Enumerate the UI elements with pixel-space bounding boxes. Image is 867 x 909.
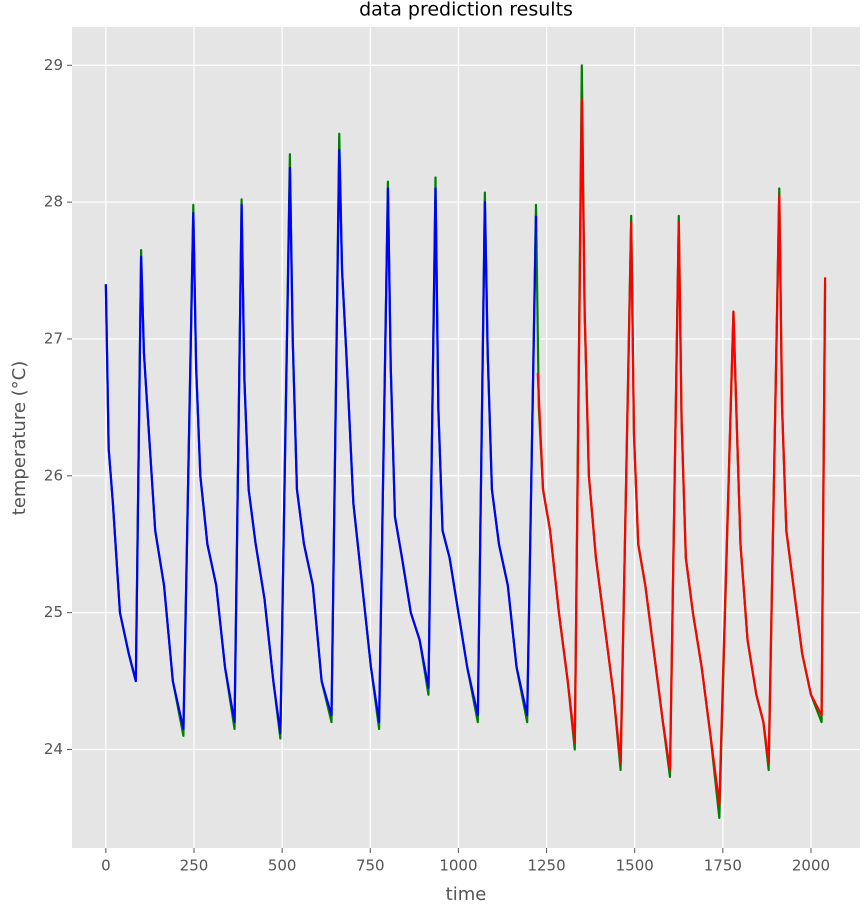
y-axis-label: temperature (°C)	[9, 361, 30, 515]
y-tick-label: 28	[44, 193, 63, 211]
x-tick-label: 250	[180, 857, 209, 875]
x-tick-label: 2000	[792, 857, 830, 875]
series-line	[536, 98, 827, 806]
y-tick-label: 26	[44, 466, 63, 484]
y-tick-label: 29	[44, 56, 63, 74]
x-tick-label: 0	[101, 857, 111, 875]
x-tick-label: 1000	[439, 857, 477, 875]
chart-title: data prediction results	[359, 0, 573, 21]
x-tick-label: 500	[268, 857, 297, 875]
x-tick-label: 1500	[616, 857, 654, 875]
x-tick-label: 1250	[527, 857, 565, 875]
y-tick-label: 24	[44, 740, 63, 758]
plot-area	[72, 27, 860, 848]
y-tick-label: 25	[44, 603, 63, 621]
x-tick-label: 1750	[704, 857, 742, 875]
x-axis-label: time	[446, 884, 487, 905]
y-tick-label: 27	[44, 329, 63, 347]
x-tick-label: 750	[356, 857, 385, 875]
series-line	[104, 149, 538, 735]
